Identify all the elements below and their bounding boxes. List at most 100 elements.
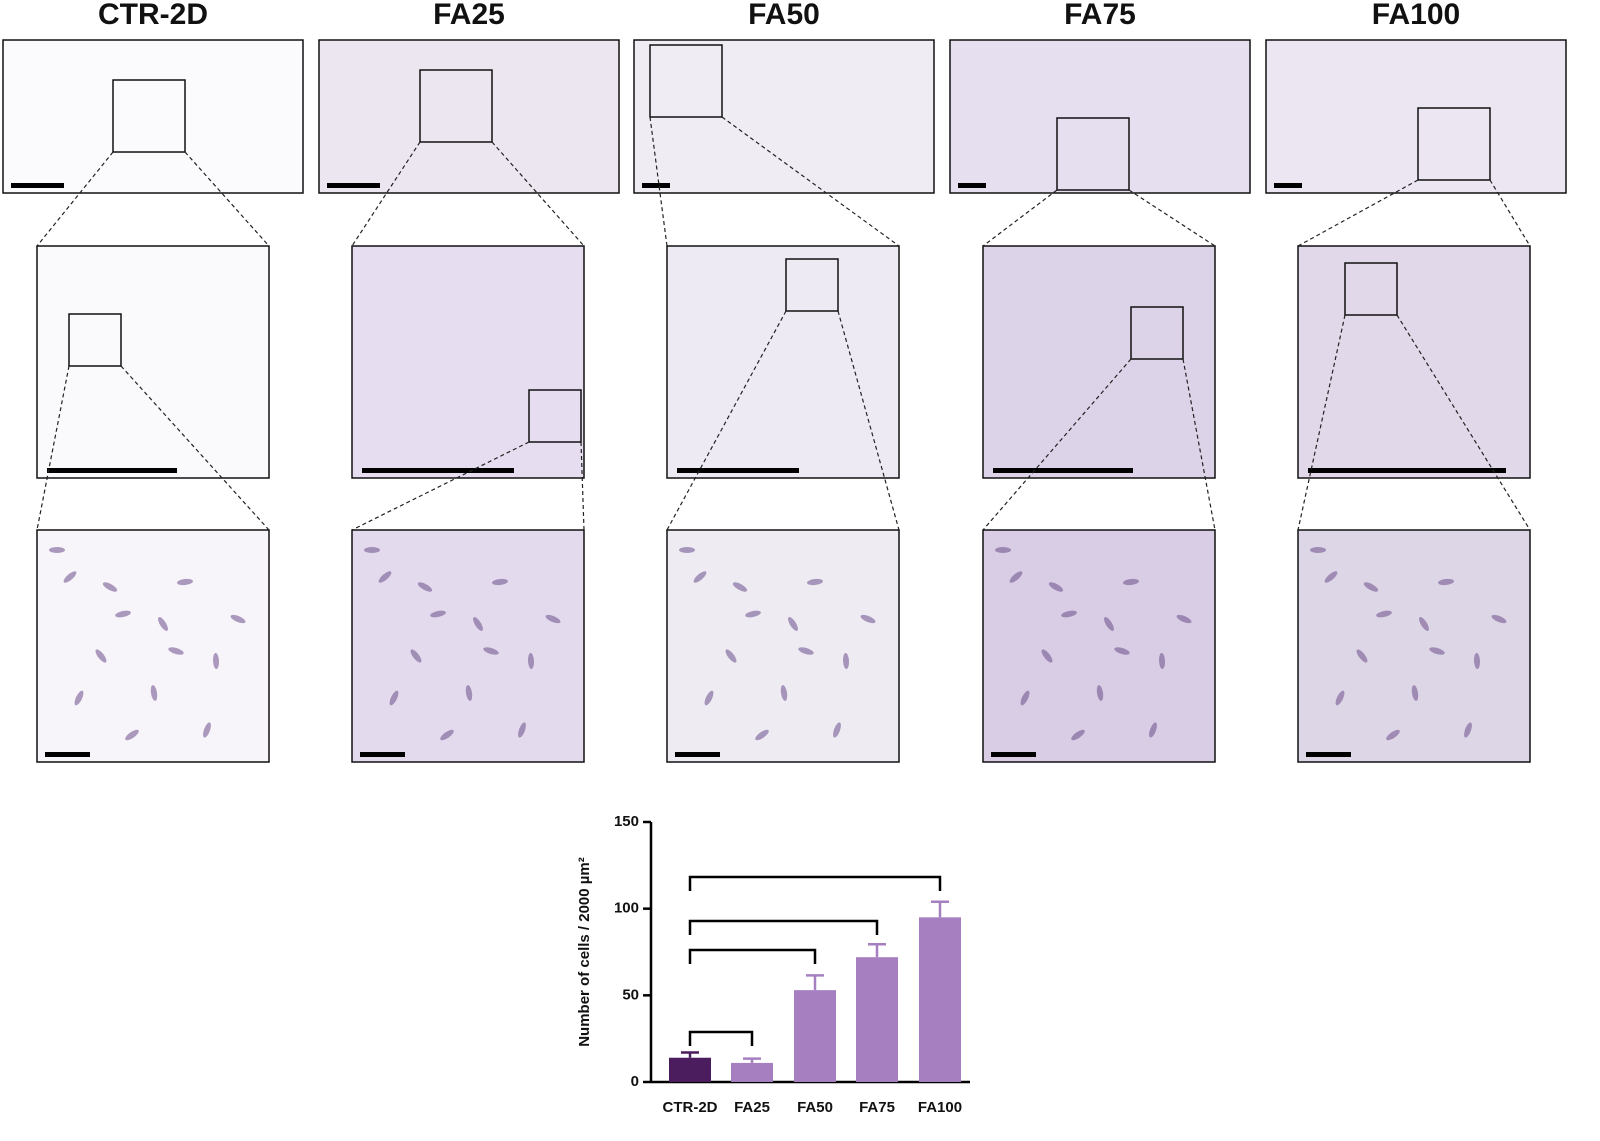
cell <box>842 653 850 669</box>
overview-image <box>949 39 1251 194</box>
cell <box>1123 578 1139 586</box>
mid-image <box>36 245 270 479</box>
cell <box>389 690 399 706</box>
x-tick-label: FA75 <box>859 1099 895 1116</box>
zoom-box <box>1417 107 1491 181</box>
cell <box>1071 729 1085 741</box>
bar <box>856 957 898 1082</box>
cell <box>1386 729 1400 741</box>
cell <box>440 729 454 741</box>
zoom-line <box>1396 314 1531 531</box>
zoom-line <box>1128 189 1216 247</box>
cell <box>1009 571 1023 583</box>
column-title: FA75 <box>1064 0 1136 31</box>
cell <box>410 649 422 663</box>
cell <box>693 571 707 583</box>
cell <box>1473 653 1481 669</box>
cell <box>860 614 876 624</box>
zoom-line <box>184 151 270 247</box>
cell <box>679 547 695 553</box>
cell <box>545 614 561 624</box>
scale-bar <box>362 468 514 473</box>
mid-image <box>666 245 900 479</box>
cell <box>704 690 714 706</box>
cell <box>158 617 168 631</box>
cell <box>1363 582 1379 592</box>
cell <box>527 653 535 669</box>
cell <box>732 582 748 592</box>
significance-bracket <box>688 1030 754 1046</box>
scale-bar <box>993 468 1133 473</box>
x-tick-label: FA100 <box>918 1099 962 1116</box>
y-tick-label: 150 <box>614 813 639 830</box>
overview-image <box>2 39 304 194</box>
cell <box>1335 690 1345 706</box>
x-tick-label: FA50 <box>797 1099 833 1116</box>
bar <box>731 1062 773 1082</box>
scale-bar <box>1308 468 1506 473</box>
cell <box>378 571 392 583</box>
x-tick-label: CTR-2D <box>663 1099 718 1116</box>
zoom-line <box>721 116 900 247</box>
cell <box>1356 649 1368 663</box>
column-title: FA100 <box>1372 0 1460 31</box>
y-tick-label: 100 <box>614 900 639 917</box>
column-title: CTR-2D <box>98 0 208 31</box>
cell <box>995 547 1011 553</box>
cell <box>788 617 798 631</box>
zoom-box <box>649 44 723 118</box>
cell <box>725 649 737 663</box>
zoom-line <box>351 441 530 531</box>
zoom-line <box>837 310 900 531</box>
x-tick-label: FA25 <box>734 1099 770 1116</box>
cell <box>95 649 107 663</box>
cell <box>177 578 193 586</box>
cell <box>1020 690 1030 706</box>
cell <box>1041 649 1053 663</box>
scale-bar <box>1306 752 1351 757</box>
column-title: FA25 <box>433 0 505 31</box>
detail-image <box>36 529 270 763</box>
scale-bar <box>677 468 799 473</box>
cell <box>430 610 446 618</box>
zoom-box <box>419 69 493 143</box>
cell <box>833 722 841 738</box>
cell <box>1114 647 1130 655</box>
cell <box>483 647 499 655</box>
detail-image <box>666 529 900 763</box>
cell <box>115 610 131 618</box>
zoom-box <box>785 258 839 312</box>
significance-bracket <box>688 948 817 964</box>
zoom-box <box>112 79 186 153</box>
cell <box>74 690 84 706</box>
mid-image <box>1297 245 1531 479</box>
zoom-line <box>1297 314 1346 531</box>
cell <box>168 647 184 655</box>
scale-bar <box>991 752 1036 757</box>
cell <box>1149 722 1157 738</box>
zoom-line <box>982 189 1058 247</box>
bar <box>919 917 961 1082</box>
scale-bar <box>360 752 405 757</box>
cell <box>364 547 380 553</box>
zoom-line <box>491 141 585 247</box>
cell <box>780 685 788 701</box>
cell <box>1061 610 1077 618</box>
y-tick-label: 0 <box>631 1073 639 1090</box>
zoom-line <box>120 365 270 531</box>
zoom-box <box>528 389 582 443</box>
cell <box>798 647 814 655</box>
zoom-box <box>1130 306 1184 360</box>
y-tick-label: 50 <box>622 986 639 1003</box>
cell <box>102 582 118 592</box>
scale-bar <box>45 752 90 757</box>
cell <box>807 578 823 586</box>
scale-bar <box>958 183 986 188</box>
zoom-line <box>580 441 585 531</box>
mid-image <box>982 245 1216 479</box>
cell <box>473 617 483 631</box>
cell <box>63 571 77 583</box>
cell <box>465 685 473 701</box>
scale-bar <box>675 752 720 757</box>
overview-image <box>318 39 620 194</box>
